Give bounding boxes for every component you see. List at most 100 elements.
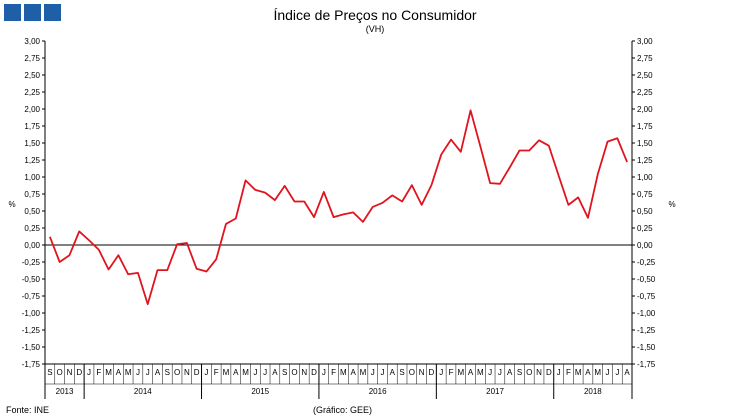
y-tick-label-left: 2,75 xyxy=(24,54,40,63)
y-tick-label-right: 0,00 xyxy=(637,241,653,250)
y-tick-label-left: -0,50 xyxy=(22,275,41,284)
x-month-label: N xyxy=(301,368,307,377)
x-month-label: J xyxy=(253,368,257,377)
y-tick-label-left: 1,00 xyxy=(24,173,40,182)
y-tick-label-right: 2,50 xyxy=(637,71,653,80)
x-month-label: F xyxy=(331,368,336,377)
x-month-label: O xyxy=(409,368,415,377)
y-tick-label-left: 3,00 xyxy=(24,37,40,46)
logo-block-1 xyxy=(4,4,21,21)
y-tick-label-left: 2,00 xyxy=(24,105,40,114)
x-month-label: S xyxy=(282,368,287,377)
series-line xyxy=(49,109,628,306)
y-tick-label-right: 2,75 xyxy=(637,54,653,63)
x-year-label: 2016 xyxy=(369,387,387,396)
x-month-label: F xyxy=(214,368,219,377)
source-note: Fonte: INE xyxy=(6,405,50,415)
x-month-label: N xyxy=(184,368,190,377)
y-tick-label-right: -0,25 xyxy=(637,258,656,267)
y-tick-label-right: 0,75 xyxy=(637,190,653,199)
y-tick-label-left: -0,25 xyxy=(22,258,41,267)
x-month-label: J xyxy=(381,368,385,377)
y-tick-label-left: -1,50 xyxy=(22,343,41,352)
y-axis-label-left: % xyxy=(8,200,15,209)
x-month-label: A xyxy=(585,368,591,377)
chart-subtitle: (VH) xyxy=(365,24,385,34)
y-tick-label-right: 1,75 xyxy=(637,122,653,131)
x-month-label: J xyxy=(322,368,326,377)
x-month-label: M xyxy=(457,368,464,377)
x-month-label: J xyxy=(606,368,610,377)
x-month-label: J xyxy=(557,368,561,377)
y-tick-label-left: 2,50 xyxy=(24,71,40,80)
y-tick-label-left: -1,00 xyxy=(22,309,41,318)
x-month-label: J xyxy=(204,368,208,377)
x-month-label: O xyxy=(526,368,532,377)
y-tick-label-right: -1,75 xyxy=(637,360,656,369)
x-month-label: A xyxy=(351,368,357,377)
x-month-label: M xyxy=(242,368,249,377)
x-month-label: J xyxy=(371,368,375,377)
y-tick-label-right: 3,00 xyxy=(637,37,653,46)
x-month-label: A xyxy=(390,368,396,377)
x-month-label: N xyxy=(419,368,425,377)
x-month-label: J xyxy=(498,368,502,377)
y-tick-label-left: 0,00 xyxy=(24,241,40,250)
x-month-label: J xyxy=(488,368,492,377)
x-year-label: 2017 xyxy=(486,387,504,396)
x-month-label: J xyxy=(136,368,140,377)
x-month-label: O xyxy=(57,368,63,377)
x-month-label: S xyxy=(47,368,52,377)
y-tick-label-left: 0,50 xyxy=(24,207,40,216)
x-month-label: M xyxy=(360,368,367,377)
y-tick-label-right: 1,50 xyxy=(637,139,653,148)
x-month-label: F xyxy=(96,368,101,377)
x-month-label: F xyxy=(449,368,454,377)
x-month-label: J xyxy=(439,368,443,377)
y-tick-label-right: 2,00 xyxy=(637,105,653,114)
x-month-label: S xyxy=(399,368,404,377)
x-month-label: A xyxy=(155,368,161,377)
y-tick-label-right: 2,25 xyxy=(637,88,653,97)
x-year-label: 2015 xyxy=(251,387,269,396)
x-month-label: A xyxy=(116,368,122,377)
x-month-label: S xyxy=(517,368,522,377)
x-month-label: J xyxy=(87,368,91,377)
x-month-label: D xyxy=(76,368,82,377)
x-month-label: S xyxy=(165,368,170,377)
y-tick-label-left: 1,75 xyxy=(24,122,40,131)
x-month-label: O xyxy=(174,368,180,377)
x-month-label: A xyxy=(507,368,513,377)
x-month-label: D xyxy=(194,368,200,377)
y-tick-label-left: -1,75 xyxy=(22,360,41,369)
x-month-label: A xyxy=(233,368,239,377)
y-tick-label-left: 1,25 xyxy=(24,156,40,165)
logo-block-2 xyxy=(24,4,41,21)
y-tick-label-right: -1,00 xyxy=(637,309,656,318)
y-tick-label-right: -0,75 xyxy=(637,292,656,301)
y-axis-label-right: % xyxy=(668,200,675,209)
x-month-label: J xyxy=(615,368,619,377)
y-tick-label-left: -0,75 xyxy=(22,292,41,301)
x-month-label: A xyxy=(272,368,278,377)
logo xyxy=(4,4,61,21)
y-tick-label-right: 1,00 xyxy=(637,173,653,182)
chart-credit: (Gráfico: GEE) xyxy=(313,405,373,415)
y-tick-label-right: -0,50 xyxy=(637,275,656,284)
x-month-label: O xyxy=(291,368,297,377)
x-month-label: N xyxy=(536,368,542,377)
x-month-label: M xyxy=(575,368,582,377)
x-month-label: M xyxy=(477,368,484,377)
x-month-label: A xyxy=(624,368,630,377)
x-month-label: M xyxy=(223,368,230,377)
y-tick-label-right: 0,50 xyxy=(637,207,653,216)
x-year-label: 2018 xyxy=(584,387,602,396)
x-month-label: M xyxy=(340,368,347,377)
y-tick-label-right: -1,25 xyxy=(637,326,656,335)
x-month-label: J xyxy=(263,368,267,377)
x-year-label: 2013 xyxy=(56,387,74,396)
x-month-label: F xyxy=(566,368,571,377)
y-tick-label-left: 2,25 xyxy=(24,88,40,97)
x-month-label: M xyxy=(105,368,112,377)
x-month-label: M xyxy=(125,368,132,377)
